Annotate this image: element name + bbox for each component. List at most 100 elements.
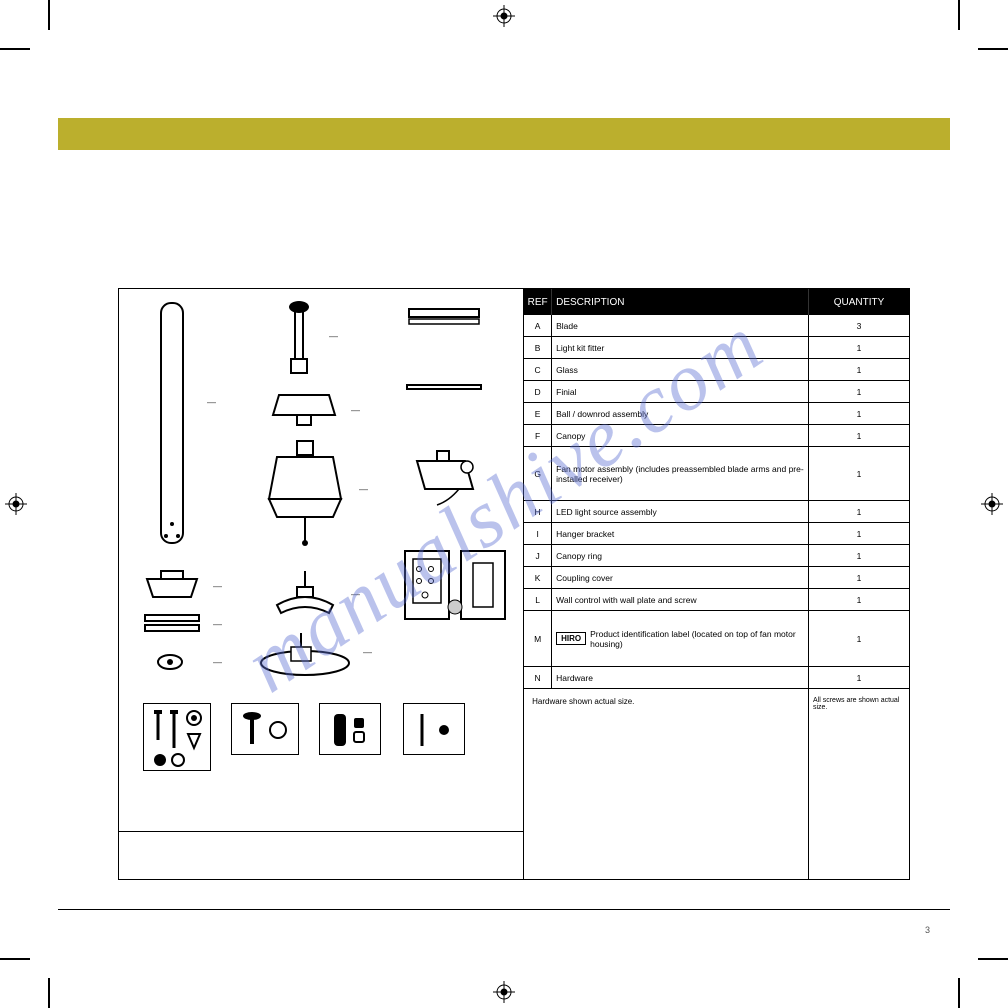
page-number: 3 — [925, 925, 930, 935]
finial-icon — [153, 651, 187, 673]
crop-mark — [0, 48, 30, 50]
cell-qty: 1 — [809, 567, 909, 588]
table-row: BLight kit fitter1 — [524, 337, 909, 359]
cell-ref: M — [524, 611, 552, 666]
cell-desc: Fan motor assembly (includes preassemble… — [552, 447, 809, 500]
table-row: GFan motor assembly (includes preassembl… — [524, 447, 909, 501]
cell-desc: Finial — [552, 381, 809, 402]
cell-ref: L — [524, 589, 552, 610]
cell-qty: 1 — [809, 381, 909, 402]
cell-qty: 1 — [809, 589, 909, 610]
cell-qty: 1 — [809, 359, 909, 380]
hardware-box-2 — [231, 703, 299, 755]
hardware-box-4 — [403, 703, 465, 755]
cell-qty: 1 — [809, 403, 909, 424]
ring-icon — [405, 383, 483, 393]
cell-ref: D — [524, 381, 552, 402]
cell-desc: Blade — [552, 315, 809, 336]
crop-mark — [958, 978, 960, 1008]
table-row: MHIROProduct identification label (locat… — [524, 611, 909, 667]
cell-desc: Light kit fitter — [552, 337, 809, 358]
table-row: DFinial1 — [524, 381, 909, 403]
parts-footer — [119, 831, 523, 879]
cell-qty: 3 — [809, 315, 909, 336]
wall-control-icon — [401, 547, 509, 625]
fitter-icon — [141, 569, 203, 603]
section-title-bar — [58, 118, 950, 150]
label-icon — [255, 629, 355, 679]
table-footer: Hardware shown actual size. All screws a… — [524, 689, 909, 879]
table-row: EBall / downrod assembly1 — [524, 403, 909, 425]
cell-desc: Coupling cover — [552, 567, 809, 588]
table-footer-right: All screws are shown actual size. — [809, 689, 909, 879]
cell-desc: Hardware — [552, 667, 809, 688]
cell-ref: J — [524, 545, 552, 566]
glass-icon — [143, 613, 201, 635]
downrod-icon — [279, 299, 319, 379]
cell-desc: Hanger bracket — [552, 523, 809, 544]
cell-ref: A — [524, 315, 552, 336]
crop-mark — [978, 958, 1008, 960]
cell-ref: B — [524, 337, 552, 358]
blade-icon — [149, 299, 195, 559]
cell-qty: 1 — [809, 545, 909, 566]
registration-mark-icon — [5, 493, 27, 515]
table-row: CGlass1 — [524, 359, 909, 381]
cell-ref: C — [524, 359, 552, 380]
cell-qty: 1 — [809, 611, 909, 666]
registration-mark-icon — [981, 493, 1003, 515]
cell-qty: 1 — [809, 337, 909, 358]
table-row: JCanopy ring1 — [524, 545, 909, 567]
cell-ref: F — [524, 425, 552, 446]
crop-mark — [48, 0, 50, 30]
coupling-icon — [409, 447, 485, 511]
hiro-badge: HIRO — [556, 632, 586, 645]
hardware-box-3 — [319, 703, 381, 755]
cell-qty: 1 — [809, 667, 909, 688]
table-footer-note: Hardware shown actual size. — [524, 689, 809, 879]
registration-mark-icon — [493, 981, 515, 1003]
cell-ref: H — [524, 501, 552, 522]
cell-desc: Ball / downrod assembly — [552, 403, 809, 424]
cell-desc: LED light source assembly — [552, 501, 809, 522]
diagram-body: — — — — — [118, 288, 910, 880]
cell-qty: 1 — [809, 523, 909, 544]
cell-qty: 1 — [809, 447, 909, 500]
crop-mark — [978, 48, 1008, 50]
cell-desc: Canopy — [552, 425, 809, 446]
cell-ref: G — [524, 447, 552, 500]
cell-ref: E — [524, 403, 552, 424]
parts-table: REF DESCRIPTION QUANTITY ABlade3BLight k… — [524, 289, 909, 879]
page-content: — — — — — [58, 58, 950, 950]
table-row: NHardware1 — [524, 667, 909, 689]
parts-panel: — — — — — [119, 289, 524, 879]
table-row: KCoupling cover1 — [524, 567, 909, 589]
crop-mark — [0, 958, 30, 960]
cell-ref: I — [524, 523, 552, 544]
cell-desc: Wall control with wall plate and screw — [552, 589, 809, 610]
header-ref: REF — [524, 289, 552, 315]
led-icon — [269, 569, 341, 621]
motor-icon — [263, 439, 347, 549]
table-row: FCanopy1 — [524, 425, 909, 447]
crop-mark — [48, 978, 50, 1008]
cell-ref: K — [524, 567, 552, 588]
header-qty: QUANTITY — [809, 289, 909, 315]
bracket-icon — [405, 303, 483, 331]
table-body: ABlade3BLight kit fitter1CGlass1DFinial1… — [524, 315, 909, 689]
cell-desc: HIROProduct identification label (locate… — [552, 611, 809, 666]
table-row: LWall control with wall plate and screw1 — [524, 589, 909, 611]
cell-desc: Canopy ring — [552, 545, 809, 566]
cell-qty: 1 — [809, 501, 909, 522]
table-row: HLED light source assembly1 — [524, 501, 909, 523]
table-row: IHanger bracket1 — [524, 523, 909, 545]
crop-mark — [958, 0, 960, 30]
cell-desc: Glass — [552, 359, 809, 380]
table-header-row: REF DESCRIPTION QUANTITY — [524, 289, 909, 315]
header-desc: DESCRIPTION — [552, 289, 809, 315]
footer-rule — [58, 909, 950, 910]
table-row: ABlade3 — [524, 315, 909, 337]
canopy-icon — [269, 389, 339, 431]
registration-mark-icon — [493, 5, 515, 27]
hardware-box-1 — [143, 703, 211, 771]
